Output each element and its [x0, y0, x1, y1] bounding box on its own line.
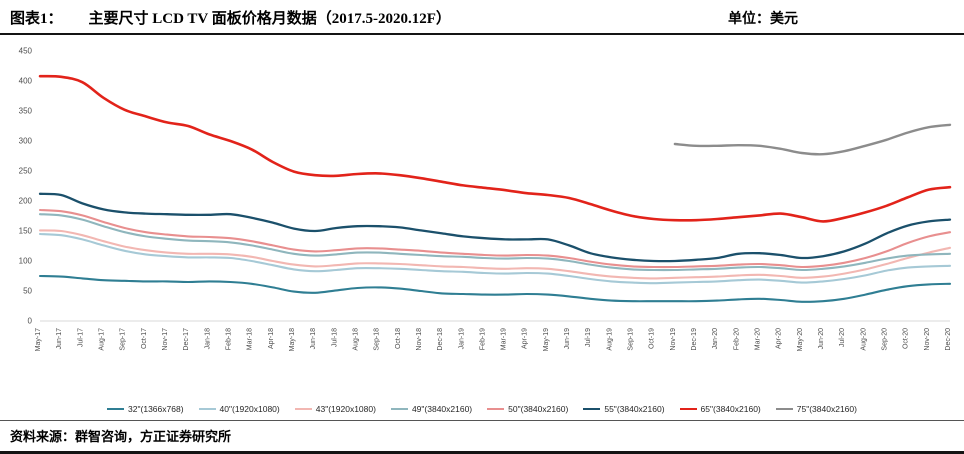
- x-axis-tick: Feb-19: [479, 328, 486, 350]
- x-axis-tick: Jul-18: [331, 328, 338, 347]
- y-axis-tick: 150: [19, 227, 33, 236]
- legend-label: 43"(1920x1080): [315, 404, 376, 414]
- x-axis-tick: Apr-20: [776, 328, 783, 349]
- series-line-49: [38, 213, 952, 272]
- y-axis-tick: 300: [19, 137, 33, 146]
- x-axis-tick: Aug-18: [352, 328, 359, 351]
- x-axis-tick: May-17: [35, 328, 42, 351]
- y-axis-tick: 200: [19, 197, 33, 206]
- chart-legend: 32"(1366x768) 40"(1920x1080) 43"(1920x1080…: [0, 403, 964, 420]
- x-axis-tick: Oct-18: [395, 328, 402, 349]
- x-axis-tick: Oct-17: [141, 328, 148, 349]
- legend-item-75: 75"(3840x2160): [775, 404, 857, 414]
- unit-label: 单位：美元: [728, 12, 798, 27]
- x-axis-tick: Mar-19: [501, 328, 508, 350]
- x-axis-tick: Jun-19: [564, 328, 571, 350]
- x-axis-tick: Nov-17: [162, 328, 169, 351]
- series-line-50: [38, 208, 952, 269]
- chart-area: 0 50 100 150 200 250 300 350 400 450 May-17 Jun-17 J…: [0, 35, 964, 403]
- x-axis-tick: Feb-18: [225, 328, 232, 350]
- legend-item-65: 65"(3840x2160): [679, 404, 761, 414]
- legend-label: 49"(3840x2160): [411, 404, 473, 414]
- legend-line-marker: [107, 407, 125, 411]
- x-axis-tick: Sep-18: [374, 328, 381, 351]
- x-axis-tick: Jan-19: [458, 328, 465, 350]
- x-axis-tick: Apr-19: [522, 328, 529, 349]
- x-axis-tick: Sep-19: [628, 328, 635, 351]
- chart-title-row: 图表1： 主要尺寸 LCD TV 面板价格月数据（2017.5-2020.12F）: [10, 7, 451, 28]
- y-axis-tick: 450: [19, 47, 33, 56]
- legend-label: 40"(1920x1080): [219, 404, 280, 414]
- series-line-55: [38, 192, 952, 263]
- x-axis-tick: Dec-20: [945, 328, 952, 351]
- chart-header: 图表1： 主要尺寸 LCD TV 面板价格月数据（2017.5-2020.12F）…: [0, 0, 964, 35]
- legend-item-49: 49"(3840x2160): [390, 404, 473, 414]
- x-axis-tick: Apr-18: [268, 328, 275, 349]
- x-axis-tick: Jul-19: [585, 328, 592, 347]
- line-chart-svg: 0 50 100 150 200 250 300 350 400 450 May-17 Jun-17 J…: [19, 47, 952, 352]
- legend-label: 50"(3840x2160): [508, 404, 569, 414]
- x-axis-tick: Aug-17: [98, 328, 105, 351]
- legend-item-55: 55"(3840x2160): [583, 404, 665, 414]
- legend-line-marker: [583, 407, 601, 411]
- x-axis-tick: Mar-20: [755, 328, 762, 350]
- x-axis-tick: Aug-19: [606, 328, 613, 351]
- x-axis-tick: May-18: [289, 328, 296, 351]
- legend-item-43: 43"(1920x1080): [294, 404, 376, 414]
- x-axis-tick: Oct-19: [649, 328, 656, 349]
- x-axis-tick: Jan-20: [712, 328, 719, 350]
- x-axis-tick: Aug-20: [860, 328, 867, 351]
- y-axis-tick: 100: [19, 257, 33, 266]
- figure-label: 图表1：: [10, 11, 63, 27]
- x-axis-tick: Jun-17: [56, 328, 63, 350]
- x-axis-tick: May-20: [797, 328, 804, 351]
- x-axis-tick: Dec-17: [183, 328, 190, 351]
- y-axis-tick: 0: [28, 317, 33, 326]
- x-axis-tick: Nov-20: [924, 328, 931, 351]
- y-axis-tick: 400: [19, 77, 33, 86]
- legend-line-marker: [198, 407, 216, 411]
- legend-label: 32"(1366x768): [128, 404, 184, 414]
- legend-label: 75"(3840x2160): [796, 404, 857, 414]
- x-axis-tick: Mar-18: [247, 328, 254, 350]
- legend-line-marker: [679, 407, 697, 411]
- series-line-32: [38, 274, 952, 303]
- x-axis-tick: Oct-20: [903, 328, 910, 349]
- series-line-43: [38, 229, 952, 280]
- legend-line-marker: [487, 407, 505, 411]
- y-axis-tick: 50: [23, 287, 32, 296]
- source-row: 资料来源：群智咨询，方正证券研究所: [0, 420, 964, 454]
- x-axis-tick: May-19: [543, 328, 550, 351]
- x-axis-tick: Jul-17: [77, 328, 84, 347]
- series-line-65: [38, 74, 952, 223]
- x-axis-tick: Jul-20: [839, 328, 846, 347]
- x-axis-tick: Dec-18: [437, 328, 444, 351]
- y-axis-tick: 350: [19, 107, 33, 116]
- x-axis-tick: Jun-18: [310, 328, 317, 350]
- legend-line-marker: [390, 407, 408, 411]
- series-line-75: [673, 123, 952, 156]
- x-axis-tick: Dec-19: [691, 328, 698, 351]
- x-axis-tick: Feb-20: [733, 328, 740, 350]
- legend-item-40: 40"(1920x1080): [198, 404, 280, 414]
- legend-label: 65"(3840x2160): [700, 404, 761, 414]
- x-axis-tick: Sep-17: [120, 328, 127, 351]
- legend-label: 55"(3840x2160): [604, 404, 665, 414]
- x-axis-tick: Nov-18: [416, 328, 423, 351]
- legend-item-32: 32"(1366x768): [107, 404, 184, 414]
- legend-line-marker: [775, 407, 793, 411]
- page-title: 主要尺寸 LCD TV 面板价格月数据（2017.5-2020.12F）: [88, 11, 451, 27]
- legend-line-marker: [294, 407, 312, 411]
- source-text: 资料来源：群智咨询，方正证券研究所: [10, 429, 232, 444]
- series-line-40: [38, 232, 952, 285]
- x-axis-tick: Sep-20: [882, 328, 889, 351]
- x-axis-tick: Jun-20: [818, 328, 825, 350]
- y-axis-tick: 250: [19, 167, 33, 176]
- x-axis-tick: Nov-19: [670, 328, 677, 351]
- x-axis-tick: Jan-18: [204, 328, 211, 350]
- legend-item-50: 50"(3840x2160): [487, 404, 568, 414]
